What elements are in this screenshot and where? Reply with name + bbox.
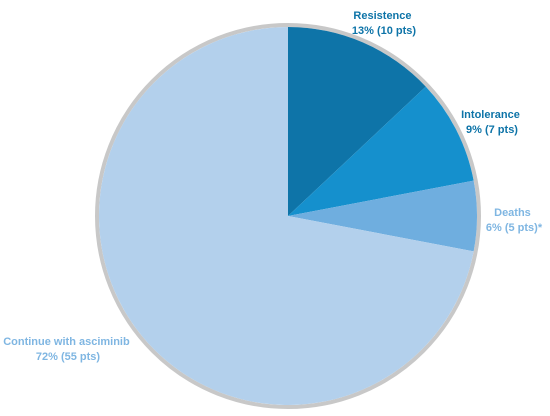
label-resistence-name: Resistence [353, 10, 411, 22]
label-continue: Continue with asciminib 72% (55 pts) [3, 336, 133, 363]
label-intolerance-detail: 9% (7 pts) [466, 124, 518, 136]
label-continue-detail: 72% (55 pts) [36, 351, 101, 363]
label-intolerance-name: Intolerance [461, 109, 520, 121]
label-resistence: Resistence 13% (10 pts) [352, 10, 417, 37]
label-deaths: Deaths 6% (5 pts)* [486, 207, 543, 234]
label-continue-name: Continue with asciminib [3, 336, 130, 348]
label-resistence-detail: 13% (10 pts) [352, 25, 417, 37]
label-deaths-detail: 6% (5 pts)* [486, 222, 543, 234]
label-deaths-name: Deaths [494, 207, 531, 219]
slice-intolerance [288, 86, 474, 217]
pie-outline [95, 23, 481, 409]
slice-continue [98, 27, 474, 406]
slice-resistence [288, 27, 426, 216]
label-intolerance: Intolerance 9% (7 pts) [461, 109, 523, 136]
slice-deaths [288, 180, 477, 252]
